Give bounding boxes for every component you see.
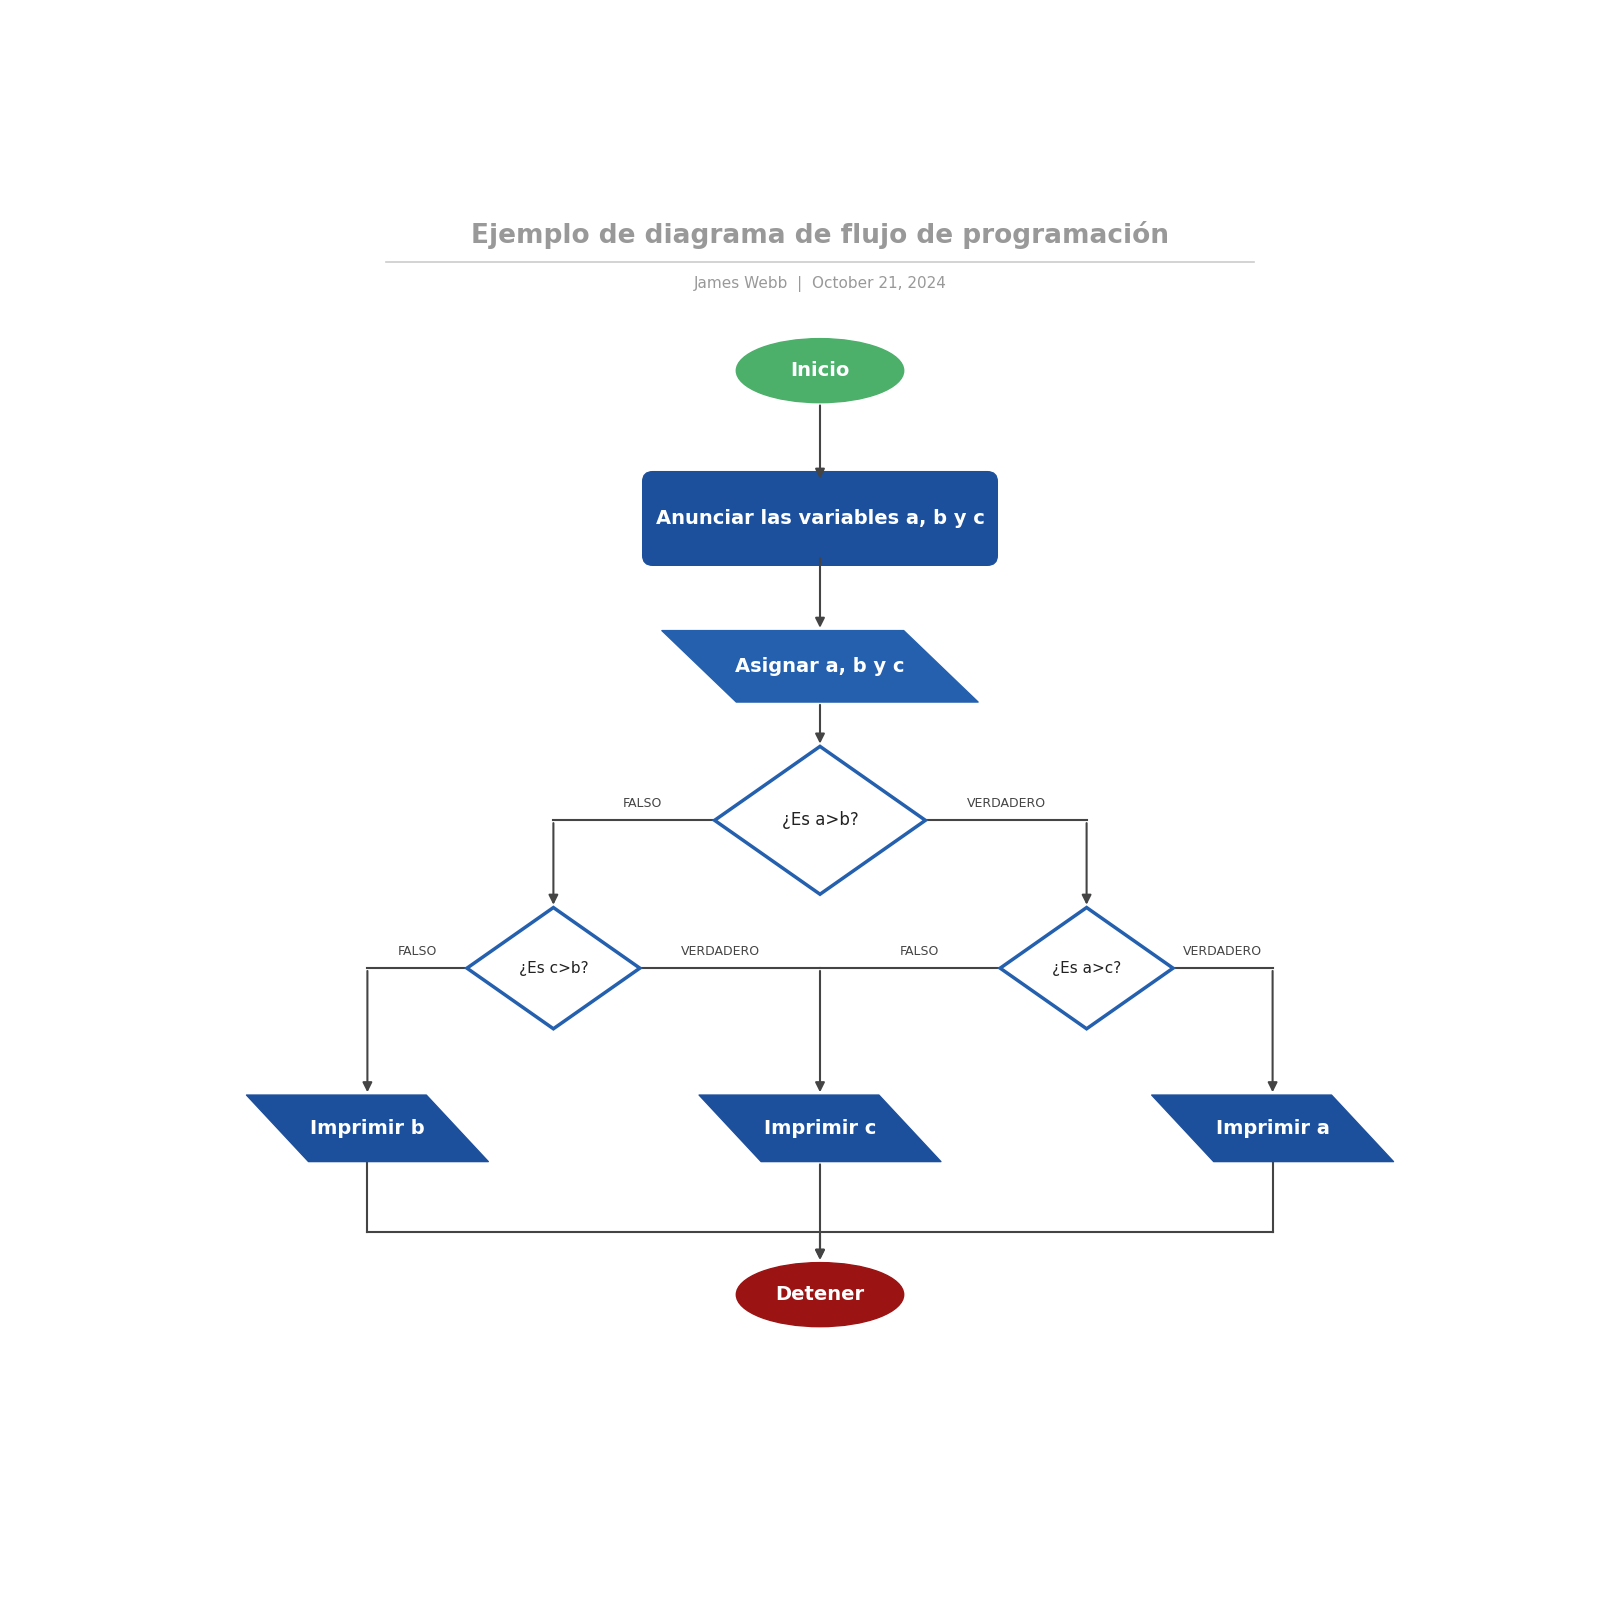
Text: Inicio: Inicio <box>790 362 850 381</box>
Text: VERDADERO: VERDADERO <box>1184 946 1262 958</box>
Polygon shape <box>1000 907 1173 1029</box>
Polygon shape <box>662 630 978 702</box>
Text: Imprimir b: Imprimir b <box>310 1118 424 1138</box>
Ellipse shape <box>736 339 904 403</box>
Text: ¿Es a>c?: ¿Es a>c? <box>1051 960 1122 976</box>
Text: Imprimir a: Imprimir a <box>1216 1118 1330 1138</box>
Text: ¿Es a>b?: ¿Es a>b? <box>782 811 858 829</box>
Polygon shape <box>246 1094 488 1162</box>
Text: Ejemplo de diagrama de flujo de programación: Ejemplo de diagrama de flujo de programa… <box>470 221 1170 250</box>
FancyBboxPatch shape <box>643 472 997 565</box>
Text: ¿Es c>b?: ¿Es c>b? <box>518 960 589 976</box>
Text: VERDADERO: VERDADERO <box>966 797 1045 811</box>
Polygon shape <box>1152 1094 1394 1162</box>
Text: Anunciar las variables a, b y c: Anunciar las variables a, b y c <box>656 509 984 528</box>
Text: Imprimir c: Imprimir c <box>763 1118 877 1138</box>
Ellipse shape <box>736 1262 904 1326</box>
Text: Asignar a, b y c: Asignar a, b y c <box>736 658 904 675</box>
Polygon shape <box>699 1094 941 1162</box>
Text: James Webb  |  October 21, 2024: James Webb | October 21, 2024 <box>693 277 947 293</box>
Polygon shape <box>467 907 640 1029</box>
Text: VERDADERO: VERDADERO <box>682 946 760 958</box>
Text: FALSO: FALSO <box>899 946 939 958</box>
Text: FALSO: FALSO <box>622 797 662 811</box>
Text: Detener: Detener <box>776 1285 864 1304</box>
Polygon shape <box>715 746 925 894</box>
Text: FALSO: FALSO <box>397 946 437 958</box>
